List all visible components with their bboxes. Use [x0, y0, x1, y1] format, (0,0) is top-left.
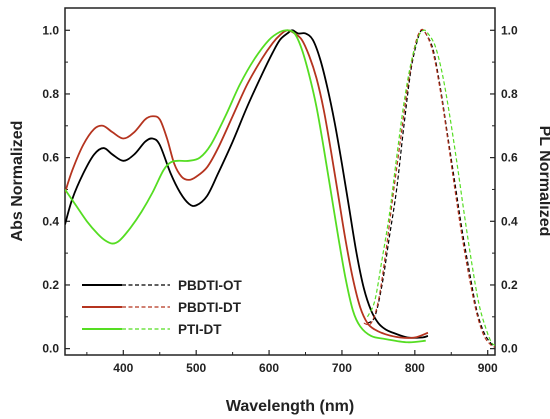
- plot-frame: [64, 7, 496, 356]
- ticks-layer: 400 500 600 700 800 9000.00.20.40.60.81.00.00…: [42, 23, 518, 375]
- y2-tick-label: 0.2: [501, 278, 518, 292]
- y2-tick-label: 0.0: [501, 342, 518, 356]
- y2-tick-label: 0.4: [501, 214, 518, 228]
- series-pbdti-dt-abs-line: [65, 29, 429, 339]
- x-axis-title: Wavelength (nm): [226, 398, 354, 415]
- series-pbdti-ot-pl-line: [367, 29, 495, 348]
- y2-tick-label: 1.0: [501, 23, 518, 37]
- y-tick-label: 0.0: [42, 342, 59, 356]
- series-pbdti-ot-abs-line: [65, 29, 429, 339]
- y-tick-label: 0.6: [42, 151, 59, 165]
- x-tick-label: 800: [405, 361, 425, 375]
- y-tick-label: 0.8: [42, 87, 59, 101]
- legend: PBDTI-OT PBDTI-DT PTI-DT: [82, 278, 242, 337]
- series-pti-dt-abs-line: [65, 29, 426, 344]
- x-tick-label: 900: [478, 361, 498, 375]
- y-tick-label: 0.4: [42, 214, 59, 228]
- legend-pbdti-dt-label: PBDTI-DT: [178, 300, 242, 315]
- legend-pti-dt-label: PTI-DT: [178, 322, 222, 337]
- x-tick-label: 500: [186, 361, 206, 375]
- y-tick-label: 1.0: [42, 23, 59, 37]
- x-tick-label: 600: [259, 361, 279, 375]
- y-tick-label: 0.2: [42, 278, 59, 292]
- x-tick-label: 700: [332, 361, 352, 375]
- legend-pbdti-ot-label: PBDTI-OT: [178, 278, 242, 293]
- series-layer: [65, 28, 495, 348]
- y2-tick-label: 0.8: [501, 87, 518, 101]
- y2-tick-label: 0.6: [501, 151, 518, 165]
- series-pti-dt-pl-line: [366, 29, 495, 346]
- y2-axis-title: PL Normalized: [536, 126, 550, 237]
- series-pbdti-dt-pl-line: [363, 28, 495, 348]
- x-tick-label: 400: [113, 361, 133, 375]
- y-axis-title: Abs Normalized: [9, 121, 26, 242]
